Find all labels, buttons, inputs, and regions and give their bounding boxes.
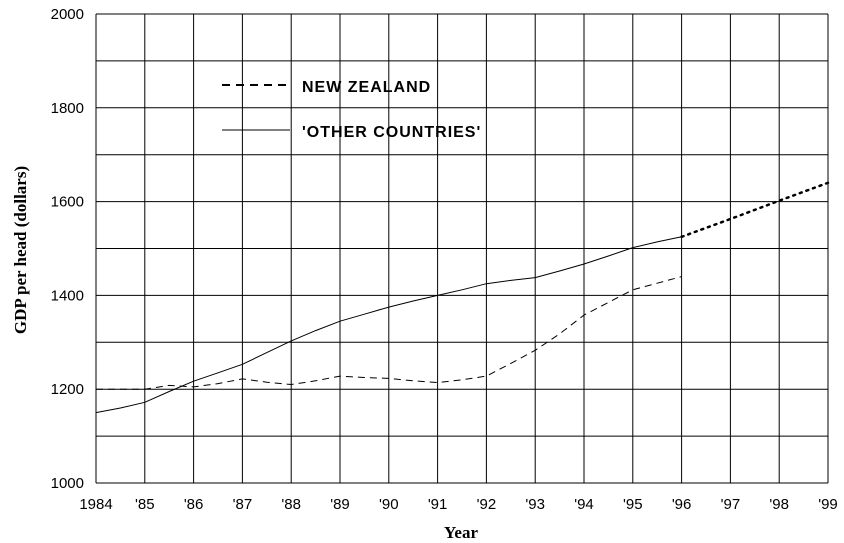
- x-tick-label: '90: [379, 496, 399, 513]
- x-tick-label: '87: [233, 496, 253, 513]
- x-tick-label: '85: [135, 496, 155, 513]
- x-tick-label: '92: [477, 496, 497, 513]
- grid-lines: [95, 13, 829, 484]
- x-tick-labels: 1984 '85 '86 '87 '88 '89 '90 '91 '92 '93 '94 '95 '96…: [79, 496, 837, 513]
- y-tick-label: 1800: [51, 100, 84, 117]
- series-group: [95, 181, 830, 414]
- x-tick-label: '94: [574, 496, 594, 513]
- x-tick-label: '91: [428, 496, 448, 513]
- x-tick-label: '89: [330, 496, 350, 513]
- y-tick-label: 1400: [51, 287, 84, 304]
- x-tick-label: 1984: [79, 496, 112, 513]
- y-tick-label: 1000: [51, 475, 84, 492]
- x-tick-label: '96: [672, 496, 692, 513]
- legend: NEW ZEALAND 'OTHER COUNTRIES': [222, 79, 481, 141]
- series-line-projection: [680, 181, 830, 239]
- legend-label-other-countries: 'OTHER COUNTRIES': [302, 124, 481, 141]
- y-tick-label: 1600: [51, 194, 84, 211]
- y-axis-title: GDP per head (dollars): [11, 166, 30, 334]
- legend-label-new-zealand: NEW ZEALAND: [302, 79, 431, 96]
- x-tick-label: '88: [281, 496, 301, 513]
- x-tick-label: '95: [623, 496, 643, 513]
- x-tick-label: '93: [525, 496, 545, 513]
- series-line-new-zealand: [96, 276, 682, 390]
- y-tick-label: 1200: [51, 381, 84, 398]
- y-tick-label: 2000: [51, 6, 84, 23]
- series-line-other-countries: [95, 236, 682, 414]
- x-tick-label: '97: [721, 496, 741, 513]
- y-tick-labels: 1000 1200 1400 1600 1800 2000: [51, 6, 84, 492]
- x-tick-label: '99: [818, 496, 838, 513]
- x-axis-title: Year: [444, 523, 478, 542]
- x-tick-label: '98: [769, 496, 789, 513]
- x-tick-label: '86: [184, 496, 204, 513]
